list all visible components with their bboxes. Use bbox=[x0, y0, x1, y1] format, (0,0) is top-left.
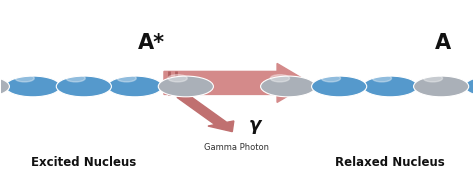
Circle shape bbox=[107, 76, 163, 97]
Circle shape bbox=[117, 75, 136, 82]
Circle shape bbox=[372, 75, 392, 82]
Circle shape bbox=[158, 76, 213, 97]
Circle shape bbox=[15, 75, 34, 82]
Circle shape bbox=[311, 76, 367, 97]
Circle shape bbox=[423, 75, 443, 82]
Circle shape bbox=[168, 75, 187, 82]
Circle shape bbox=[270, 75, 290, 82]
Text: A*: A* bbox=[138, 33, 165, 53]
Circle shape bbox=[0, 76, 9, 97]
Text: Relaxed Nucleus: Relaxed Nucleus bbox=[335, 156, 445, 169]
FancyArrow shape bbox=[177, 95, 234, 132]
Circle shape bbox=[414, 76, 469, 97]
Circle shape bbox=[321, 75, 340, 82]
Text: Gamma Photon: Gamma Photon bbox=[204, 143, 270, 152]
Text: γ: γ bbox=[249, 116, 261, 134]
Circle shape bbox=[5, 76, 60, 97]
Circle shape bbox=[66, 75, 85, 82]
Circle shape bbox=[56, 76, 111, 97]
Circle shape bbox=[261, 76, 316, 97]
Circle shape bbox=[465, 76, 474, 97]
Text: A: A bbox=[435, 33, 451, 53]
Text: Excited Nucleus: Excited Nucleus bbox=[31, 156, 137, 169]
Circle shape bbox=[363, 76, 418, 97]
FancyArrow shape bbox=[164, 63, 310, 102]
